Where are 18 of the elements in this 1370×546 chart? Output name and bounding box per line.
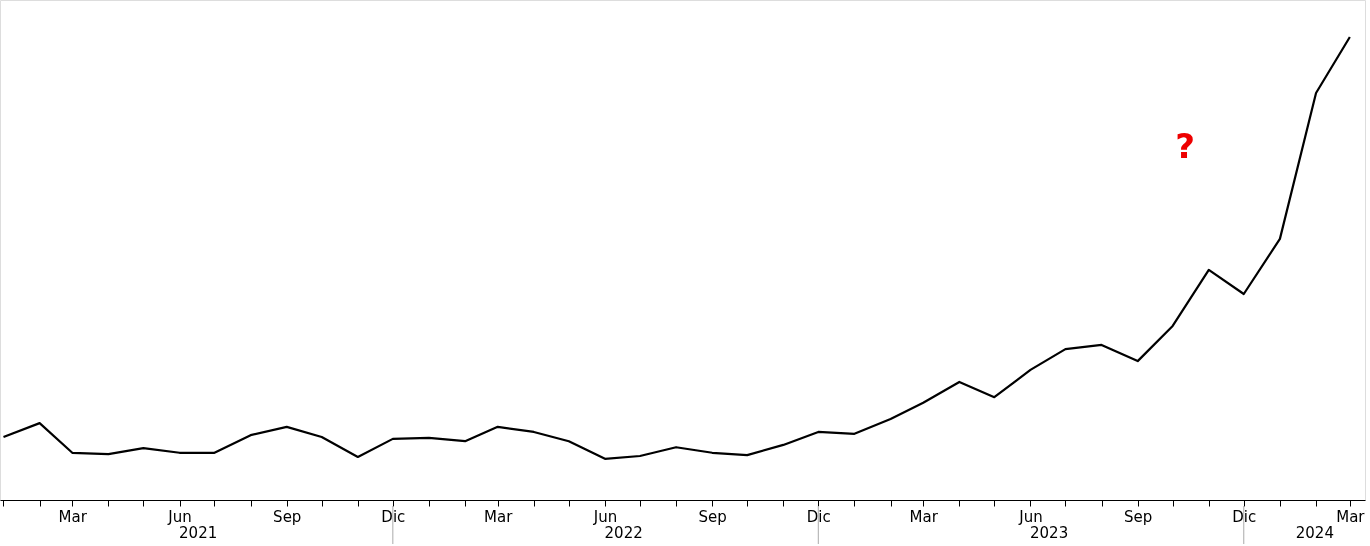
x-tick-label: Mar xyxy=(1336,507,1366,526)
x-tick-label: Mar xyxy=(484,507,514,526)
text: 2024 xyxy=(1295,524,1334,542)
x-tick-label: Jun xyxy=(167,507,192,526)
x-tick-label: Dic xyxy=(381,507,406,526)
x-tick-label: Mar xyxy=(909,507,939,526)
text: 2023 xyxy=(1030,524,1069,542)
x-tick-label: Sep xyxy=(1124,507,1153,526)
x-tick-label: Sep xyxy=(273,507,302,526)
x-tick-label: Jun xyxy=(1018,507,1043,526)
x-tick-label: Dic xyxy=(806,507,831,526)
x-tick-label: Mar xyxy=(58,507,88,526)
text: 2021 xyxy=(179,524,218,542)
x-tick-label: Jun xyxy=(592,507,618,526)
text: 2022 xyxy=(604,524,643,542)
annotation: ? xyxy=(1175,126,1195,166)
x-tick-label: Dic xyxy=(1232,507,1257,526)
x-tick-label: Sep xyxy=(698,507,727,526)
